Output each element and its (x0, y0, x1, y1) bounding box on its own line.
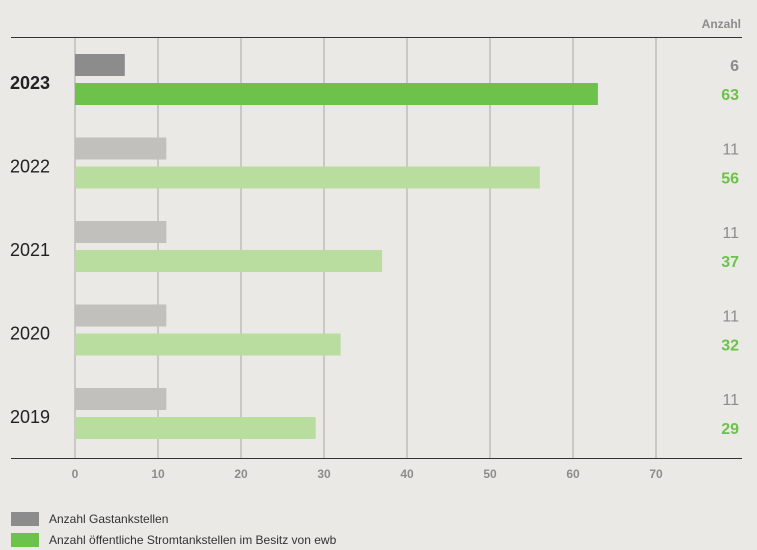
legend-label-gas: Anzahl Gastankstellen (49, 511, 169, 526)
bar (75, 417, 316, 439)
value-labels: 6 63 11 56 11 37 11 32 11 29 (721, 58, 739, 438)
value-label: 11 (722, 392, 739, 409)
x-tick-label: 50 (483, 467, 497, 481)
legend-item-electric: Anzahl öffentliche Stromtankstellen im B… (11, 529, 336, 550)
bar (75, 250, 383, 272)
x-tick-label: 70 (649, 467, 663, 481)
x-tick-labels: 0 10 20 30 40 50 60 70 (72, 467, 663, 481)
category-labels: 2023 2022 2021 2020 2019 (10, 73, 50, 427)
value-label: 11 (722, 225, 739, 242)
x-tick-label: 0 (72, 467, 79, 481)
x-tick-label: 60 (566, 467, 580, 481)
category-label: 2019 (10, 407, 50, 427)
value-label: 32 (721, 338, 739, 355)
value-label: 56 (721, 171, 739, 188)
category-label: 2022 (10, 157, 50, 177)
bars (75, 54, 598, 439)
value-label: 6 (730, 58, 739, 75)
bar (75, 137, 167, 160)
legend-swatch-gas (11, 511, 39, 526)
value-header: Anzahl (702, 17, 741, 31)
value-label: 63 (721, 87, 739, 104)
x-tick-label: 10 (151, 467, 165, 481)
bar (75, 333, 341, 356)
legend-swatch-electric (11, 532, 39, 547)
bar (75, 304, 167, 327)
bar (75, 166, 540, 189)
bar (75, 83, 598, 105)
legend-item-gas: Anzahl Gastankstellen (11, 508, 336, 529)
bar (75, 388, 167, 410)
value-label: 11 (722, 309, 739, 326)
legend: Anzahl Gastankstellen Anzahl öffentliche… (11, 508, 336, 550)
legend-label-electric: Anzahl öffentliche Stromtankstellen im B… (49, 532, 337, 547)
x-tick-label: 20 (234, 467, 248, 481)
grid-lines (74, 38, 657, 458)
value-label: 29 (721, 421, 739, 438)
bar (75, 221, 167, 243)
value-label: 37 (721, 254, 739, 271)
category-label: 2020 (10, 324, 50, 344)
x-tick-label: 30 (317, 467, 331, 481)
category-label: 2023 (10, 73, 50, 93)
bar (75, 54, 125, 76)
category-label: 2021 (10, 240, 50, 260)
value-label: 11 (722, 142, 739, 159)
x-tick-label: 40 (400, 467, 414, 481)
